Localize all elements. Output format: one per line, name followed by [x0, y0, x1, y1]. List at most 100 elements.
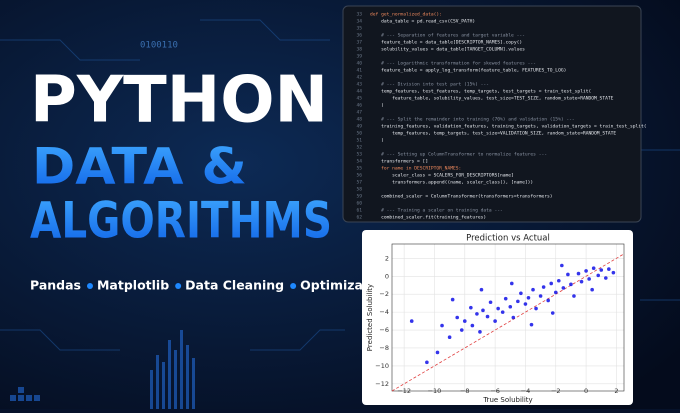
y-tick-label: −8 — [379, 344, 389, 352]
point — [511, 315, 516, 320]
chart: Prediction vs Actual True Solubility Predi… — [366, 234, 625, 404]
point — [500, 310, 505, 314]
y-tick-label: 0 — [385, 272, 389, 280]
y-tick-label: −2 — [379, 290, 389, 298]
point — [447, 335, 452, 340]
line-number: 37 — [356, 40, 362, 46]
code: 33 def get_normalized_data(): 34 data_tabl… — [356, 12, 646, 221]
point — [485, 314, 490, 319]
code-line: ) — [370, 138, 384, 144]
line-number: 34 — [356, 19, 362, 25]
point — [572, 294, 576, 298]
code-panel — [342, 5, 642, 223]
line-number: 35 — [356, 26, 362, 32]
point — [488, 300, 493, 305]
line-number: 60 — [356, 201, 362, 207]
point — [607, 267, 611, 271]
line-number: 44 — [356, 89, 362, 95]
code-line: transformers.append((name, scaler_class(… — [370, 180, 533, 186]
code-line: # --- Separation of features and target … — [370, 33, 525, 39]
point — [553, 290, 558, 295]
point — [508, 304, 513, 309]
line-number: 39 — [356, 54, 362, 60]
point — [590, 287, 594, 292]
line-number: 55 — [356, 166, 362, 172]
point — [475, 312, 479, 316]
point — [584, 269, 588, 273]
code-line: ) — [370, 103, 384, 109]
y-tick-label: −6 — [379, 326, 389, 334]
point — [519, 291, 523, 296]
line-number: 62 — [356, 215, 362, 221]
y-tick-label: −12 — [375, 380, 389, 388]
point — [560, 263, 564, 268]
point — [409, 319, 414, 323]
line-number: 48 — [356, 117, 362, 123]
point — [435, 350, 440, 355]
code-line: data_table = pd.read_csv(CSV_PATH) — [370, 19, 475, 25]
code-line: solubility_values = data_table[TARGET_CO… — [370, 47, 525, 53]
line-number: 57 — [356, 180, 362, 186]
point — [579, 279, 584, 284]
point — [538, 294, 543, 298]
line-number: 54 — [356, 159, 362, 165]
line-number: 61 — [356, 208, 362, 214]
point — [596, 273, 601, 278]
line-number: 58 — [356, 187, 362, 193]
chart-panel — [362, 230, 633, 405]
chart-title: Prediction vs Actual — [466, 234, 550, 244]
point — [425, 360, 429, 365]
y-tick-label: −4 — [379, 308, 389, 316]
point — [566, 272, 570, 277]
code-line: combined_scaler = ColumnTransformer(tran… — [370, 194, 553, 200]
point — [450, 297, 455, 302]
code-line: # --- Split the remainder into training … — [370, 117, 575, 123]
code-line: feature_table = data_table[DESCRIPTOR_NA… — [370, 40, 522, 46]
code-line: temp_features, test_features, temp_targe… — [370, 89, 591, 95]
line-number: 43 — [356, 82, 362, 88]
point — [576, 271, 581, 276]
x-axis-label: True Solubility — [482, 396, 532, 404]
line-number: 41 — [356, 68, 362, 74]
point — [523, 302, 528, 306]
point — [462, 319, 467, 323]
code-line: def get_normalized_data(): — [370, 12, 442, 18]
code-line: # --- Setting up ColumnTransformer to no… — [370, 152, 547, 158]
bullet — [175, 283, 182, 289]
y-tick-label: −10 — [375, 362, 389, 370]
code-line: feature_table, solubility_values, test_s… — [370, 96, 614, 102]
code-line: transformers = [] — [370, 159, 428, 165]
tag: Pandas — [30, 278, 81, 293]
code-line: combined_scaler.fit(training_features) — [370, 215, 486, 221]
title-line: PYTHON — [30, 64, 328, 138]
point — [549, 281, 554, 286]
code-line: training_features, validation_features, … — [370, 124, 647, 130]
line-number: 46 — [356, 103, 362, 109]
point — [534, 306, 538, 311]
y-axis-label: Predicted Solubility — [366, 284, 374, 351]
point — [604, 276, 608, 280]
code-line: # --- Division into test part (15%) --- — [370, 82, 489, 88]
bullet — [290, 283, 297, 289]
code-line: scaler_class = SCALERS_FOR_DESCRIPTORS[n… — [370, 173, 514, 179]
point — [479, 287, 484, 292]
line-number: 36 — [356, 33, 362, 39]
point — [496, 306, 500, 311]
bar-decoration — [10, 330, 195, 409]
code-line: # --- Logarithmic transformation for ske… — [370, 61, 536, 67]
point — [470, 323, 475, 328]
y-tick-label: 2 — [385, 254, 389, 262]
point — [469, 305, 473, 310]
point — [569, 282, 573, 287]
point — [509, 281, 514, 286]
line-number: 53 — [356, 152, 362, 158]
point — [561, 286, 566, 290]
point — [599, 268, 604, 272]
point — [531, 287, 535, 292]
point — [550, 311, 555, 315]
bullet — [86, 283, 93, 289]
point — [556, 278, 561, 283]
line-number: 59 — [356, 194, 362, 200]
